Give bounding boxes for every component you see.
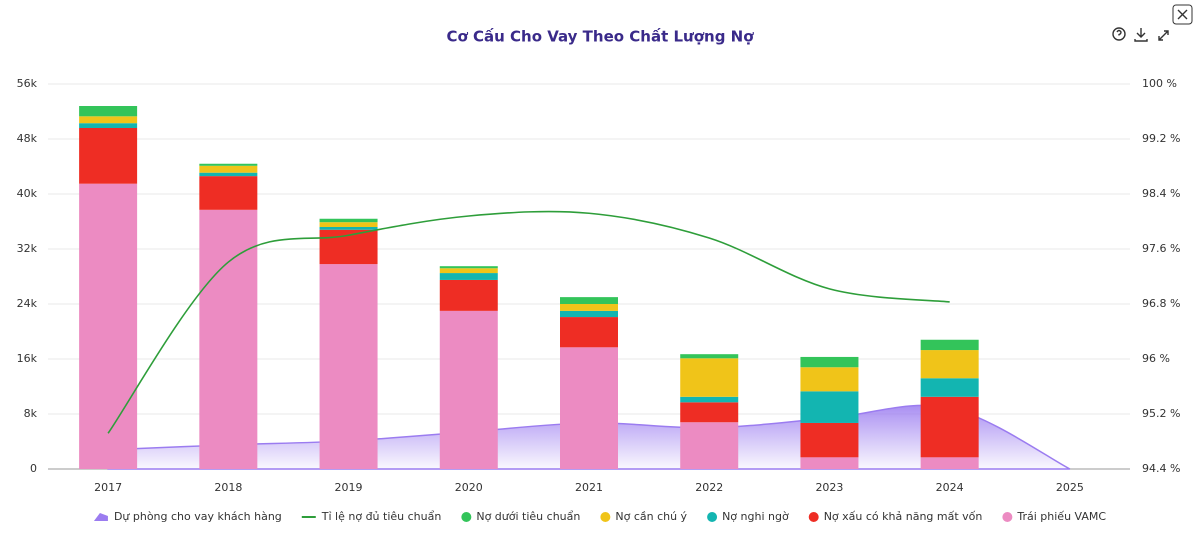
legend-item[interactable]: Nợ xấu có khả năng mất vốn [808, 510, 983, 523]
legend-marker [808, 512, 819, 522]
expand-icon[interactable] [1158, 30, 1169, 41]
y-tick-label: 32k [17, 242, 38, 255]
bar-segment [319, 222, 378, 227]
bar-segment [199, 163, 258, 166]
bar-segment [79, 116, 138, 124]
legend-item[interactable]: Nợ nghi ngờ [707, 510, 789, 523]
bar-segment [920, 350, 979, 379]
legend-item[interactable]: Dự phòng cho vay khách hàng [93, 510, 282, 523]
chart-title: Cơ Cấu Cho Vay Theo Chất Lượng Nợ [446, 28, 754, 46]
legend-item[interactable]: Nợ dưới tiêu chuẩn [461, 510, 580, 523]
bar-segment [800, 356, 859, 368]
legend-label: Nợ dưới tiêu chuẩn [476, 510, 580, 523]
bar-segment [199, 165, 258, 173]
y-tick-label: 56k [17, 77, 38, 90]
y2-tick-label: 94.4 % [1142, 462, 1180, 475]
x-tick-label: 2020 [455, 481, 483, 494]
legend-item[interactable]: Nợ cần chú ý [600, 510, 688, 523]
bar-segment [79, 128, 138, 184]
download-icon[interactable] [1134, 28, 1148, 42]
bar-segment [79, 106, 138, 117]
legend-item[interactable]: Trái phiếu VAMC [1002, 510, 1106, 523]
y-tick-label: 16k [17, 352, 38, 365]
legend-label: Trái phiếu VAMC [1016, 510, 1106, 523]
bar-segment [680, 396, 739, 403]
legend-label: Tỉ lệ nợ đủ tiêu chuẩn [321, 510, 442, 523]
bar-segment [439, 310, 498, 469]
bar-segment [439, 268, 498, 274]
x-tick-label: 2018 [214, 481, 242, 494]
y-tick-label: 0 [30, 462, 37, 475]
x-tick-label: 2025 [1056, 481, 1084, 494]
bar-segment [199, 209, 258, 469]
bar-segment [680, 402, 739, 423]
legend-item[interactable]: Tỉ lệ nợ đủ tiêu chuẩn [301, 510, 442, 523]
legend-label: Nợ nghi ngờ [722, 510, 789, 523]
y-tick-label: 40k [17, 187, 38, 200]
x-tick-label: 2022 [695, 481, 723, 494]
bar-segment [800, 367, 859, 392]
legend-label: Dự phòng cho vay khách hàng [114, 510, 282, 523]
legend-marker [600, 512, 611, 522]
x-tick-label: 2017 [94, 481, 122, 494]
bar-segment [800, 422, 859, 458]
y2-tick-label: 96.8 % [1142, 297, 1180, 310]
y2-tick-label: 96 % [1142, 352, 1170, 365]
bar-segment [439, 279, 498, 311]
legend: Dự phòng cho vay khách hàng Tỉ lệ nợ đủ t… [93, 510, 1106, 523]
bar-segment [319, 264, 378, 469]
bar-segment [319, 227, 378, 230]
y2-tick-label: 97.6 % [1142, 242, 1180, 255]
legend-marker [707, 512, 718, 522]
bar-segment [680, 354, 739, 359]
legend-label: Nợ cần chú ý [615, 510, 687, 523]
y-tick-label: 24k [17, 297, 38, 310]
legend-label: Nợ xấu có khả năng mất vốn [824, 510, 983, 523]
bar-segment [560, 317, 618, 348]
bar-segment [800, 457, 859, 469]
bar-segment [920, 378, 979, 397]
bar-segment [79, 123, 138, 128]
bar-segment [560, 310, 618, 318]
x-tick-label: 2021 [575, 481, 603, 494]
bar-segment [680, 358, 739, 397]
help-icon[interactable] [1112, 27, 1126, 41]
x-tick-label: 2024 [936, 481, 964, 494]
bar-segment [560, 297, 618, 304]
y2-tick-label: 95.2 % [1142, 407, 1180, 420]
bar-segment [920, 396, 979, 458]
bar-segment [199, 172, 258, 177]
x-tick-label: 2019 [335, 481, 363, 494]
bar-segment [920, 457, 979, 469]
bar-segment [199, 176, 258, 210]
bar-segment [920, 339, 979, 351]
y2-tick-label: 99.2 % [1142, 132, 1180, 145]
y-tick-label: 8k [24, 407, 38, 420]
legend-marker [1002, 512, 1013, 522]
bar-segment [680, 422, 739, 469]
bar-segment [560, 347, 618, 469]
bar-segment [800, 391, 859, 423]
y2-tick-label: 100 % [1142, 77, 1177, 90]
bar-segment [439, 273, 498, 280]
y-tick-label: 48k [17, 132, 38, 145]
legend-marker [93, 513, 108, 521]
line [107, 210, 950, 434]
close-button[interactable] [1172, 4, 1193, 25]
bar-segment [79, 183, 138, 469]
x-tick-label: 2023 [815, 481, 843, 494]
y2-tick-label: 98.4 % [1142, 187, 1180, 200]
bar-segment [439, 266, 498, 269]
legend-marker [461, 512, 472, 522]
bar-segment [319, 218, 378, 223]
bar-segment [560, 304, 618, 311]
